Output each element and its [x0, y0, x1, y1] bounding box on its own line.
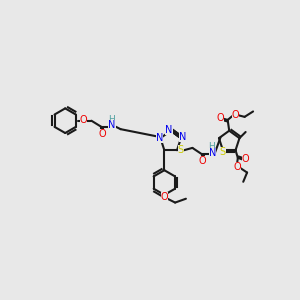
Text: N: N — [156, 133, 164, 143]
Text: O: O — [199, 156, 206, 166]
Text: O: O — [233, 162, 241, 172]
Text: O: O — [160, 192, 168, 202]
Text: N: N — [109, 120, 116, 130]
Text: O: O — [98, 129, 106, 139]
Text: H: H — [208, 142, 215, 151]
Text: N: N — [166, 125, 173, 135]
Text: N: N — [179, 132, 186, 142]
Text: N: N — [209, 148, 216, 158]
Text: O: O — [242, 154, 249, 164]
Text: S: S — [220, 147, 226, 157]
Text: O: O — [216, 112, 224, 123]
Text: H: H — [108, 115, 115, 124]
Text: O: O — [80, 115, 88, 125]
Text: O: O — [232, 110, 239, 119]
Text: S: S — [178, 145, 184, 155]
